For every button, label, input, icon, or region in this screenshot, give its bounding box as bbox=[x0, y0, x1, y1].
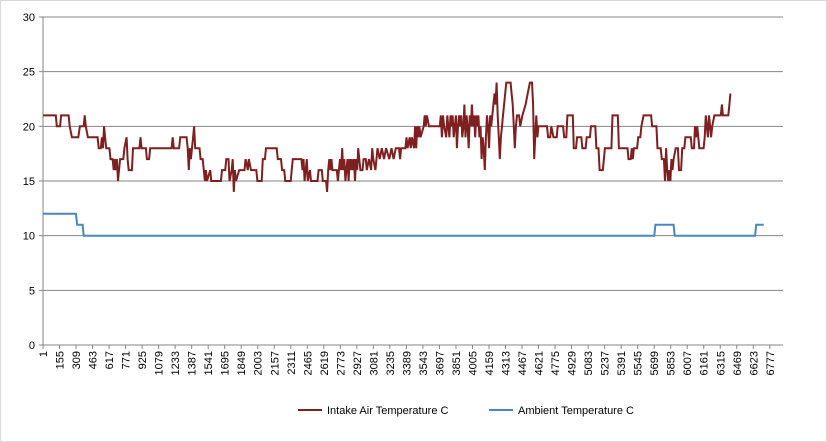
xtick-label-4005: 4005 bbox=[467, 351, 479, 375]
xtick-label-4621: 4621 bbox=[534, 351, 546, 375]
xtick-label-6161: 6161 bbox=[699, 351, 711, 375]
xtick-label-3235: 3235 bbox=[385, 351, 397, 375]
xtick-label-2773: 2773 bbox=[335, 351, 347, 375]
y-tick-labels: 0 5 10 15 20 25 30 bbox=[23, 12, 35, 352]
ytick-label-25: 25 bbox=[23, 67, 35, 79]
xtick-label-155: 155 bbox=[55, 351, 67, 369]
legend-label-intake: Intake Air Temperature C bbox=[327, 405, 449, 417]
xtick-label-2003: 2003 bbox=[253, 351, 265, 375]
ytick-label-20: 20 bbox=[23, 121, 35, 133]
xtick-label-2311: 2311 bbox=[286, 351, 298, 375]
xtick-label-6315: 6315 bbox=[715, 351, 727, 375]
xtick-label-5237: 5237 bbox=[600, 351, 612, 375]
series-line-ambient-temperature bbox=[43, 212, 764, 237]
axes bbox=[39, 16, 783, 349]
xtick-label-3851: 3851 bbox=[451, 351, 463, 375]
xtick-label-4467: 4467 bbox=[517, 351, 529, 375]
xtick-label-4313: 4313 bbox=[501, 351, 513, 375]
ytick-label-30: 30 bbox=[23, 12, 35, 24]
ytick-label-10: 10 bbox=[23, 231, 35, 243]
xtick-label-6777: 6777 bbox=[765, 351, 777, 375]
xtick-label-617: 617 bbox=[104, 351, 116, 369]
ytick-label-0: 0 bbox=[29, 340, 35, 352]
xtick-label-309: 309 bbox=[71, 351, 83, 369]
xtick-label-1387: 1387 bbox=[187, 351, 199, 375]
xtick-label-3543: 3543 bbox=[418, 351, 430, 375]
xtick-label-1: 1 bbox=[38, 351, 50, 357]
xtick-label-3081: 3081 bbox=[368, 351, 380, 375]
series-line-intake-air-temperature bbox=[43, 81, 732, 192]
xtick-label-6623: 6623 bbox=[748, 351, 760, 375]
xtick-label-2619: 2619 bbox=[319, 351, 331, 375]
legend: Intake Air Temperature C Ambient Temperat… bbox=[298, 405, 634, 417]
xtick-label-5083: 5083 bbox=[583, 351, 595, 375]
xtick-label-3697: 3697 bbox=[434, 351, 446, 375]
xtick-label-771: 771 bbox=[121, 351, 133, 369]
xtick-label-4775: 4775 bbox=[550, 351, 562, 375]
xtick-label-4159: 4159 bbox=[484, 351, 496, 375]
xtick-label-2157: 2157 bbox=[269, 351, 281, 375]
xtick-label-1541: 1541 bbox=[203, 351, 215, 375]
xtick-label-1233: 1233 bbox=[170, 351, 182, 375]
x-tick-labels: 1 155 309 463 617 771 925 1079 1233 1387 1541 1695 1… bbox=[38, 351, 777, 375]
ytick-label-15: 15 bbox=[23, 176, 35, 188]
xtick-label-6469: 6469 bbox=[732, 351, 744, 375]
xtick-label-2927: 2927 bbox=[352, 351, 364, 375]
xtick-label-5853: 5853 bbox=[666, 351, 678, 375]
xtick-label-3389: 3389 bbox=[401, 351, 413, 375]
series-lines bbox=[43, 81, 764, 237]
xtick-label-5391: 5391 bbox=[616, 351, 628, 375]
xtick-label-1079: 1079 bbox=[154, 351, 166, 375]
xtick-label-6007: 6007 bbox=[682, 351, 694, 375]
xtick-label-5545: 5545 bbox=[633, 351, 645, 375]
ytick-label-5: 5 bbox=[29, 285, 35, 297]
gridlines bbox=[43, 16, 783, 291]
xtick-label-463: 463 bbox=[88, 351, 100, 369]
xtick-label-5699: 5699 bbox=[649, 351, 661, 375]
xtick-label-2465: 2465 bbox=[302, 351, 314, 375]
xtick-label-925: 925 bbox=[137, 351, 149, 369]
legend-label-ambient: Ambient Temperature C bbox=[518, 405, 634, 417]
xtick-label-1695: 1695 bbox=[220, 351, 232, 375]
xtick-label-4929: 4929 bbox=[567, 351, 579, 375]
xtick-label-1849: 1849 bbox=[236, 351, 248, 375]
